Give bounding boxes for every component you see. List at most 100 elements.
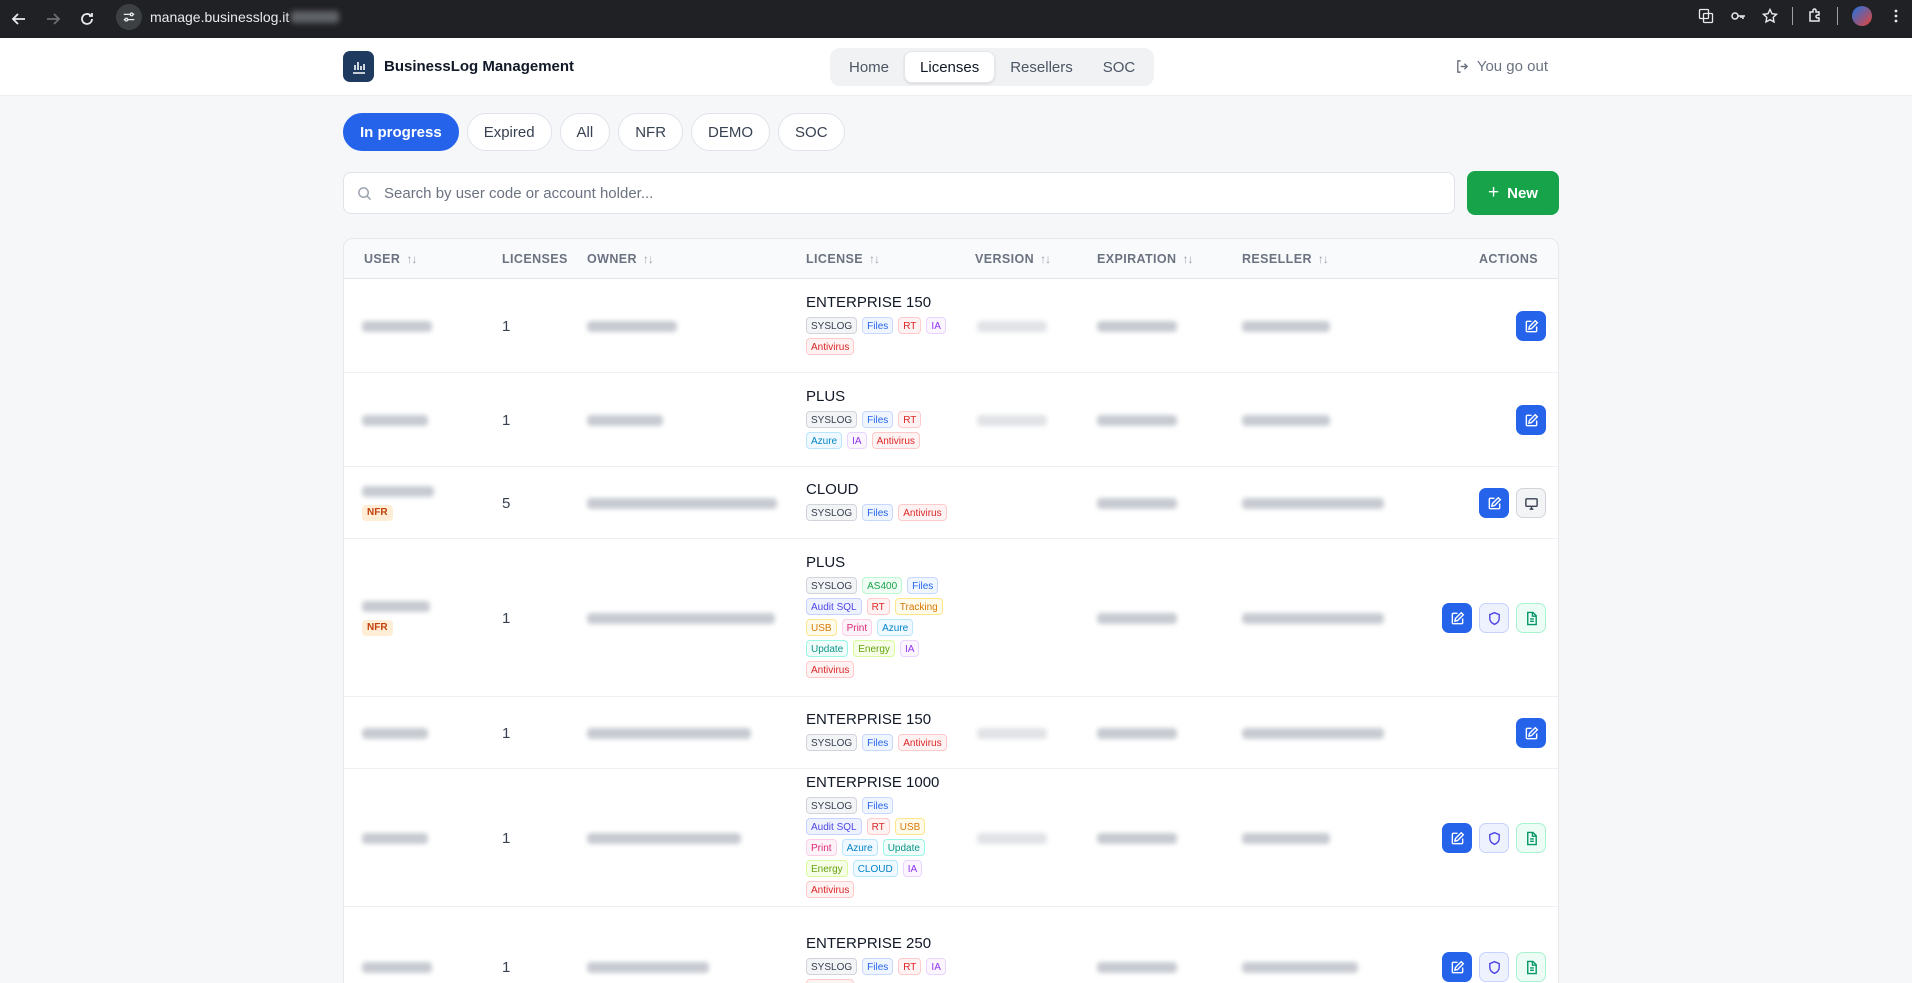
licenses-count: 1 (502, 317, 511, 335)
plus-icon: + (1488, 182, 1500, 203)
nav-home[interactable]: Home (849, 58, 890, 76)
nav-resellers[interactable]: Resellers (1010, 58, 1073, 76)
report-button[interactable] (1516, 823, 1546, 853)
col-reseller[interactable]: RESELLER ↑↓ (1242, 252, 1329, 266)
user-cell: NFR (362, 539, 430, 697)
soc-button[interactable] (1479, 603, 1509, 633)
row-actions (1435, 603, 1546, 633)
filter-all[interactable]: All (559, 113, 611, 151)
key-icon[interactable] (1722, 0, 1754, 32)
expiration-redacted (1097, 467, 1177, 539)
licenses-count: 1 (502, 724, 511, 742)
brand-name: BusinessLog Management (384, 58, 575, 75)
edit-button[interactable] (1442, 603, 1472, 633)
owner-redacted (587, 467, 777, 539)
shield-icon (1487, 960, 1502, 975)
user-code-redacted (362, 485, 434, 497)
owner-redacted (587, 697, 751, 769)
sort-icon: ↑↓ (868, 252, 880, 266)
table-header: USER ↑↓ LICENSES OWNER ↑↓ LICENSE ↑↓ VERSIO… (344, 239, 1558, 279)
license-name: ENTERPRISE 150 (806, 293, 932, 311)
module-chip: Audit SQL (806, 598, 862, 615)
edit-button[interactable] (1516, 405, 1546, 435)
user-code-redacted (362, 832, 428, 844)
licenses-count: 1 (502, 609, 511, 627)
module-chip: Antivirus (898, 504, 947, 521)
module-chip: USB (894, 818, 926, 835)
search-input[interactable] (384, 184, 1384, 202)
user-code-redacted (362, 320, 432, 332)
edit-button[interactable] (1442, 952, 1472, 982)
col-user[interactable]: USER ↑↓ (364, 252, 417, 266)
browser-actions (1690, 0, 1912, 32)
col-license[interactable]: LICENSE ↑↓ (806, 252, 880, 266)
owner-redacted (587, 769, 741, 907)
back-icon[interactable] (4, 4, 34, 34)
address-bar[interactable]: manage.businesslog.it (116, 3, 1776, 31)
module-chip: SYSLOG (806, 797, 858, 814)
reload-icon[interactable] (72, 4, 102, 34)
filter-nfr[interactable]: NFR (618, 113, 684, 151)
module-list: SYSLOG Files Antivirus (806, 734, 956, 755)
module-chip: Energy (853, 640, 895, 657)
site-settings-icon[interactable] (116, 4, 142, 30)
translate-icon[interactable] (1690, 0, 1722, 32)
edit-button[interactable] (1479, 488, 1509, 518)
reseller-redacted (1242, 373, 1330, 467)
module-chip: RT (898, 410, 922, 428)
report-button[interactable] (1516, 952, 1546, 982)
license-name: ENTERPRISE 1000 (806, 774, 940, 791)
document-icon (1524, 611, 1539, 626)
search-icon (358, 186, 372, 200)
new-license-button[interactable]: + New (1467, 171, 1559, 215)
user-code-redacted (362, 961, 432, 973)
brand[interactable]: BusinessLog Management (343, 51, 574, 82)
filter-expired[interactable]: Expired (466, 113, 552, 151)
edit-button[interactable] (1516, 718, 1546, 748)
licenses-count: 5 (502, 494, 511, 512)
menu-icon[interactable] (1880, 0, 1912, 32)
table-row: 1 PLUS SYSLOG Files RT Azure IA Antivirus (344, 373, 1558, 467)
soc-button[interactable] (1479, 952, 1509, 982)
module-chip: SYSLOG (806, 734, 858, 751)
module-chip: SYSLOG (806, 316, 858, 334)
filter-demo[interactable]: DEMO (691, 113, 771, 151)
col-version[interactable]: VERSION ↑↓ (975, 252, 1051, 266)
module-chip: Files (907, 577, 939, 594)
module-chip: RT (866, 818, 890, 835)
reseller-redacted (1242, 907, 1358, 983)
shield-icon (1487, 831, 1502, 846)
user-code-redacted (362, 414, 428, 426)
module-chip: CLOUD (852, 860, 898, 877)
user-cell (362, 907, 432, 983)
soc-button[interactable] (1479, 823, 1509, 853)
module-chip: Azure (841, 839, 878, 856)
filter-soc[interactable]: SOC (778, 113, 845, 151)
star-icon[interactable] (1754, 0, 1786, 32)
edit-button[interactable] (1516, 311, 1546, 341)
shield-icon (1487, 611, 1502, 626)
report-button[interactable] (1516, 603, 1546, 633)
filter-in-progress[interactable]: In progress (343, 113, 459, 151)
edit-button[interactable] (1442, 823, 1472, 853)
extensions-icon[interactable] (1799, 0, 1831, 32)
module-chip: Update (882, 839, 925, 856)
row-actions (1509, 718, 1546, 748)
license-name: ENTERPRISE 250 (806, 934, 932, 952)
edit-icon (1450, 960, 1465, 975)
monitor-icon (1524, 496, 1539, 511)
col-owner[interactable]: OWNER ↑↓ (587, 252, 654, 266)
edit-icon (1450, 831, 1465, 846)
nav-licenses[interactable]: Licenses (904, 51, 996, 83)
profile-avatar[interactable] (1852, 6, 1872, 26)
logout-button[interactable]: You go out (1455, 58, 1548, 75)
search-box (343, 172, 1455, 214)
remote-desktop-button[interactable] (1516, 488, 1546, 518)
forward-icon[interactable] (38, 4, 68, 34)
reseller-redacted (1242, 467, 1384, 539)
reseller-redacted (1242, 279, 1330, 373)
col-expiration[interactable]: EXPIRATION ↑↓ (1097, 252, 1193, 266)
nav-soc[interactable]: SOC (1102, 58, 1136, 76)
